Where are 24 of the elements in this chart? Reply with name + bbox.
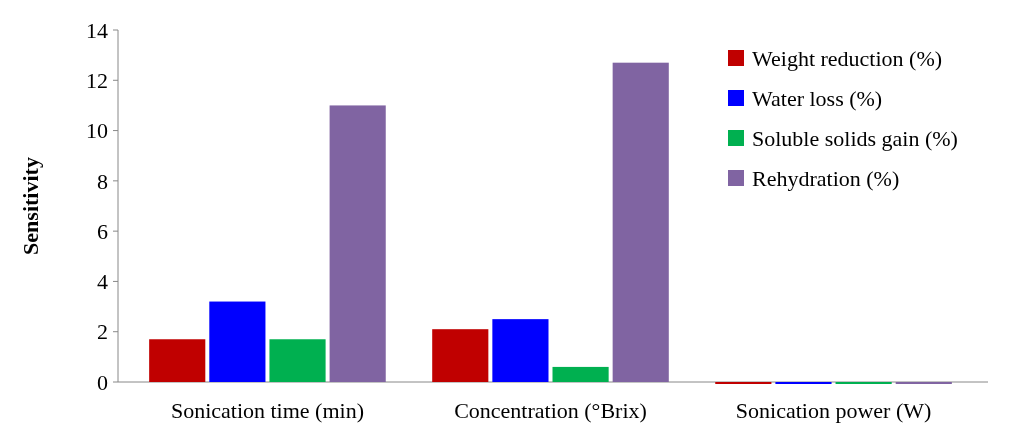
y-axis-title: Sensitivity bbox=[18, 157, 43, 255]
bar bbox=[149, 339, 206, 382]
y-tick-label: 6 bbox=[97, 218, 108, 244]
bar bbox=[329, 105, 386, 382]
legend-label: Water loss (%) bbox=[752, 85, 883, 111]
y-tick-label: 2 bbox=[97, 319, 108, 345]
bar bbox=[552, 366, 609, 382]
bar bbox=[432, 329, 489, 382]
bar bbox=[492, 319, 549, 382]
x-tick-label: Sonication power (W) bbox=[735, 398, 932, 423]
y-tick-label: 8 bbox=[97, 168, 108, 194]
x-tick-label: Sonication time (min) bbox=[170, 398, 364, 423]
x-tick-label: Concentration (°Brix) bbox=[454, 398, 647, 423]
y-tick-label: 0 bbox=[97, 369, 108, 395]
y-tick-label: 4 bbox=[97, 269, 108, 295]
y-tick-label: 10 bbox=[86, 118, 108, 144]
y-tick-label: 12 bbox=[86, 67, 108, 93]
bar bbox=[209, 301, 266, 382]
y-tick-label: 14 bbox=[86, 17, 108, 43]
legend-label: Soluble solids gain (%) bbox=[752, 125, 958, 151]
legend-label: Rehydration (%) bbox=[752, 165, 900, 191]
legend-label: Weight reduction (%) bbox=[752, 45, 943, 71]
bar bbox=[269, 339, 326, 382]
bar bbox=[612, 62, 669, 382]
